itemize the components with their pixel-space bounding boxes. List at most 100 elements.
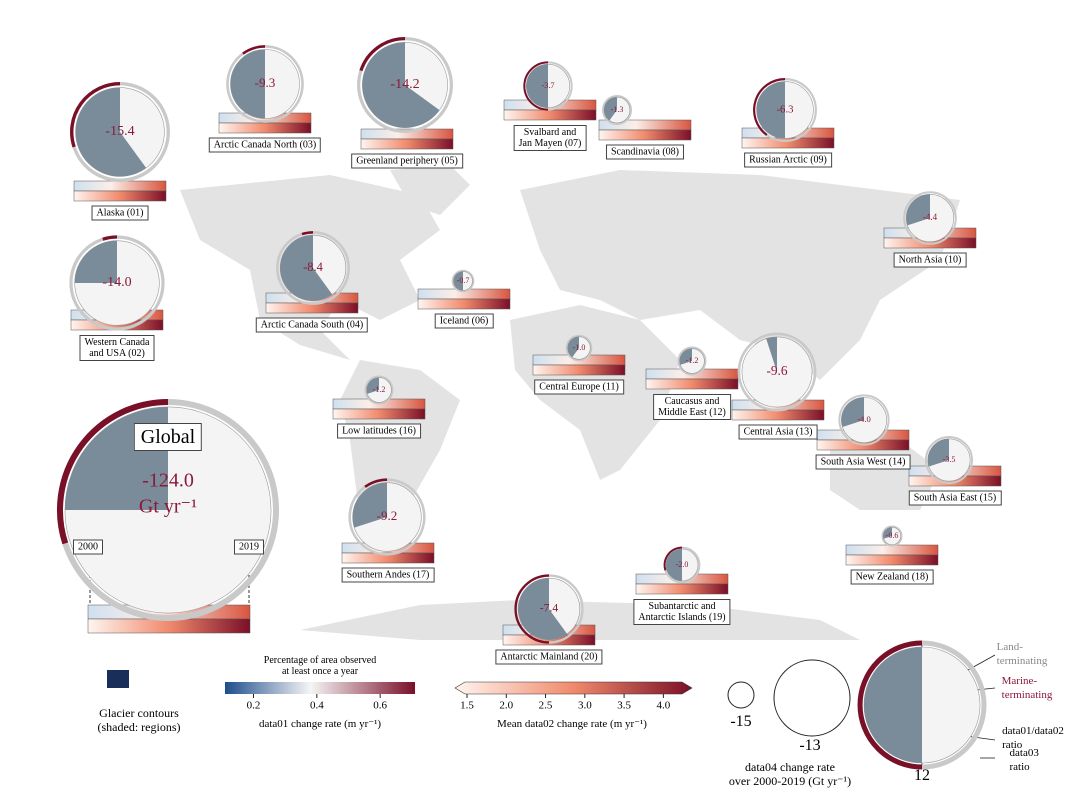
region-label: Southern Andes (17): [341, 567, 435, 583]
land-label: Land- terminating: [996, 641, 1048, 667]
pie-ring: [451, 269, 475, 293]
contour-swatch: [107, 670, 129, 688]
region-label: Central Europe (11): [534, 379, 624, 395]
pie-ring: [677, 346, 707, 376]
colorbar-label: Mean data02 change rate (m yr⁻¹): [497, 718, 647, 730]
size-title: data04 change rate over 2000-2019 (Gt yr…: [728, 760, 852, 788]
strip: [218, 122, 312, 134]
tick-label: 0.4: [310, 700, 324, 712]
value-label: -7.4: [540, 602, 559, 615]
value-label: -14.0: [102, 275, 131, 290]
colorbar-label: data01 change rate (m yr⁻¹): [258, 718, 382, 730]
observed-sector: [518, 578, 568, 640]
strip: [645, 378, 739, 390]
strip: [845, 554, 939, 566]
region-label: Alaska (01): [91, 205, 149, 221]
strip: [503, 109, 597, 121]
colorbar-title: Percentage of area observed at least onc…: [263, 655, 377, 677]
region-label: South Asia West (14): [815, 454, 911, 470]
greenland: [390, 165, 470, 215]
strip: [635, 583, 729, 595]
region-label: North Asia (10): [893, 252, 967, 268]
value-label: -9.6: [766, 363, 787, 378]
value-label: -124.0: [142, 470, 194, 492]
value-label: -3.7: [541, 81, 554, 90]
strip: [87, 618, 251, 634]
observed-sector: [453, 271, 463, 291]
tick-label: 2.0: [499, 700, 513, 712]
pie-ring: [924, 435, 974, 485]
observed-sector: [280, 235, 333, 301]
tick-label: 4.0: [656, 700, 670, 712]
tick-label: 3.5: [617, 700, 631, 712]
observed-sector: [567, 336, 579, 358]
region-label: Caucasus and Middle East (12): [653, 394, 731, 420]
marine-arc: [102, 235, 118, 241]
colorbar: [225, 682, 415, 694]
tick-label: 1.5: [460, 700, 474, 712]
pie-ring: [838, 394, 890, 446]
marine-arc: [753, 78, 786, 136]
pie-ring: [565, 334, 593, 362]
observed-sector: [366, 377, 379, 394]
land: [180, 165, 960, 640]
observed-sector: [766, 336, 777, 372]
marine-arc: [301, 231, 314, 236]
region-label: Arctic Canada North (03): [208, 137, 322, 153]
size-circle: [727, 681, 755, 709]
tick-label: 0.6: [373, 700, 387, 712]
value-label: -8.4: [303, 260, 324, 274]
region-label: Russian Arctic (09): [744, 152, 832, 168]
value-label: -0.7: [457, 276, 470, 285]
observed-sector: [864, 647, 922, 763]
marine-label: Marine- terminating: [1001, 675, 1053, 701]
strip: [360, 138, 454, 150]
value-label: -6.3: [776, 103, 793, 115]
observed-sector: [756, 81, 785, 139]
region-label: Iceland (06): [434, 313, 494, 329]
region-label: New Zealand (18): [850, 569, 934, 585]
strip: [332, 408, 426, 420]
value-label: -9.2: [377, 508, 398, 523]
observed-sector: [362, 42, 440, 128]
value-label: -1.2: [686, 356, 699, 365]
size-circle: [773, 659, 851, 737]
value-label: -1.0: [573, 343, 586, 352]
observed-sector: [679, 348, 692, 365]
value-label: -14.2: [390, 77, 419, 92]
marine-arc: [359, 37, 406, 72]
observed-sector: [841, 397, 864, 427]
region-label: Subantarctic and Antarctic Islands (19): [633, 599, 731, 625]
tick-label: 3.0: [578, 700, 592, 712]
region-label: Central Asia (13): [738, 424, 818, 440]
marine-arc: [523, 61, 549, 111]
strip: [532, 364, 626, 376]
pie-ring: [601, 94, 633, 126]
strip: [731, 409, 825, 421]
value-label: -9.3: [255, 75, 276, 90]
colorbar: [454, 681, 693, 695]
region-label: Low latitudes (16): [337, 423, 421, 439]
observed-sector: [927, 438, 949, 467]
value-label: -3.5: [943, 455, 956, 464]
strip: [741, 137, 835, 149]
ratio-label: data01/data02 ratio: [1002, 725, 1064, 751]
region-label: Greenland periphery (05): [351, 153, 463, 169]
marine-arc: [56, 398, 169, 545]
region-label: Western Canada and USA (02): [79, 335, 155, 361]
tick-label: 0.2: [247, 700, 261, 712]
observed-sector: [906, 194, 930, 226]
marine-arc: [70, 82, 121, 148]
marine-arc: [857, 640, 923, 770]
unit-label: Gt yr⁻¹: [139, 496, 197, 518]
contour-label: Glacier contours (shaded: regions): [97, 706, 181, 734]
ratio-label: data03 ratio: [1009, 747, 1039, 773]
observed-sector: [604, 97, 617, 121]
observed-sector: [665, 548, 682, 582]
marine-arc: [364, 478, 388, 488]
pie-ring: [903, 191, 957, 245]
observed-sector: [526, 64, 548, 108]
value-label: -0.6: [886, 531, 899, 540]
